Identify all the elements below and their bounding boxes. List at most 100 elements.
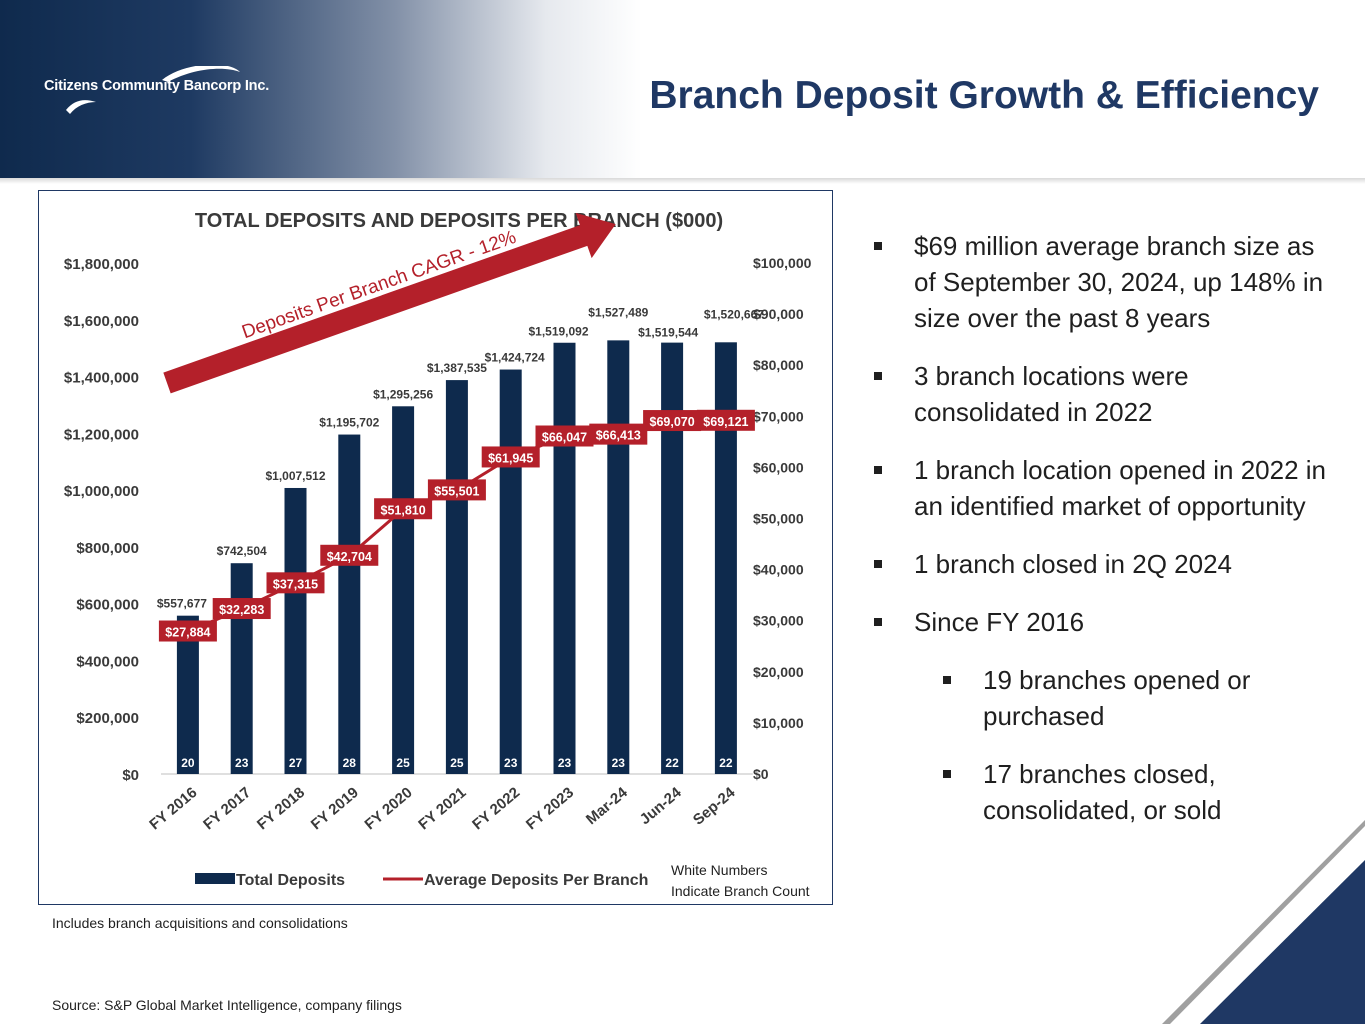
bar-value-label: $557,677	[157, 597, 207, 611]
bullet-text: 19 branches opened or purchased	[983, 665, 1251, 731]
line-value-label-box	[427, 479, 486, 501]
chart-note-line1: White Numbers	[671, 862, 767, 878]
source-note: Source: S&P Global Market Intelligence, …	[52, 997, 402, 1013]
header-shadow	[0, 178, 1365, 184]
bullet-square-icon	[874, 242, 882, 250]
left-axis-tick-label: $600,000	[76, 597, 139, 614]
line-value-label: $66,047	[542, 430, 587, 444]
left-axis-tick-label: $1,200,000	[64, 426, 139, 443]
right-axis-tick-label: $40,000	[753, 562, 804, 578]
bar-value-label: $1,424,724	[485, 351, 545, 365]
bar-total-deposits	[284, 487, 307, 774]
x-axis-category-label: FY 2018	[254, 784, 308, 833]
deposits-chart: TOTAL DEPOSITS AND DEPOSITS PER BRANCH (…	[64, 210, 812, 899]
branch-count-label: 22	[665, 756, 679, 770]
page-title: Branch Deposit Growth & Efficiency	[649, 74, 1319, 117]
x-axis-category-label: FY 2021	[415, 784, 469, 833]
bullet-square-icon	[874, 372, 882, 380]
line-value-label-box	[158, 620, 217, 642]
branch-count-label: 27	[289, 756, 303, 770]
line-value-label: $55,501	[434, 484, 479, 498]
bar-value-label: $1,519,092	[528, 325, 588, 339]
bullet-text: 1 branch location opened in 2022 in an i…	[914, 455, 1326, 521]
branch-count-label: 22	[719, 756, 733, 770]
company-logo: Citizens Community Bancorp Inc.	[44, 66, 304, 122]
x-axis-category-label: Sep-24	[690, 784, 739, 829]
bullet-item: 1 branch closed in 2Q 2024	[868, 546, 1328, 582]
right-axis-tick-label: $80,000	[753, 357, 804, 373]
line-value-label: $37,315	[273, 577, 318, 591]
bar-total-deposits	[338, 434, 361, 774]
bar-total-deposits	[176, 615, 199, 774]
bar-value-label: $1,195,702	[319, 416, 379, 430]
right-axis-tick-label: $50,000	[753, 511, 804, 527]
bar-total-deposits	[392, 406, 415, 774]
branch-count-label: 23	[612, 756, 626, 770]
right-axis-tick-label: $70,000	[753, 408, 804, 424]
branch-count-label: 20	[181, 756, 195, 770]
x-axis-category-label: FY 2023	[523, 784, 577, 833]
bullet-text: 3 branch locations were consolidated in …	[914, 361, 1189, 427]
line-value-label: $51,810	[381, 503, 426, 517]
left-axis-tick-label: $400,000	[76, 653, 139, 670]
left-axis-tick-label: $1,600,000	[64, 313, 139, 330]
x-axis-category-label: FY 2020	[362, 784, 416, 833]
line-value-label-box	[696, 409, 755, 431]
bar-value-label: $1,519,544	[638, 326, 698, 340]
right-axis-tick-label: $30,000	[753, 613, 804, 629]
chart-note-line2: Indicate Branch Count	[671, 883, 810, 899]
bullet-square-icon	[943, 676, 951, 684]
bullet-square-icon	[874, 466, 882, 474]
bullet-text: 17 branches closed, consolidated, or sol…	[983, 759, 1222, 825]
bar-value-label: $742,504	[217, 544, 267, 558]
bullet-square-icon	[874, 618, 882, 626]
line-value-label: $69,070	[650, 415, 695, 429]
bullet-item: Since FY 2016	[868, 604, 1328, 640]
line-value-label: $27,884	[165, 626, 210, 640]
branch-count-label: 28	[343, 756, 357, 770]
legend-swatch-total-deposits	[195, 873, 235, 884]
left-axis-tick-label: $200,000	[76, 710, 139, 727]
footnote: Includes branch acquisitions and consoli…	[52, 915, 348, 931]
right-axis-tick-label: $60,000	[753, 459, 804, 475]
bullet-item: 19 branches opened or purchased	[868, 662, 1328, 734]
left-axis-tick-label: $1,000,000	[64, 483, 139, 500]
header-band	[0, 0, 1365, 180]
cagr-arrow-shape	[163, 212, 616, 394]
branch-count-label: 25	[450, 756, 464, 770]
right-axis-tick-label: $100,000	[753, 255, 812, 271]
branch-count-label: 23	[235, 756, 249, 770]
legend-label-total-deposits: Total Deposits	[236, 872, 345, 889]
logo-swoosh-icon	[66, 66, 240, 114]
bar-total-deposits	[714, 342, 737, 774]
bar-value-label: $1,387,535	[427, 361, 487, 375]
bullet-text: 1 branch closed in 2Q 2024	[914, 549, 1232, 579]
bullet-item: 17 branches closed, consolidated, or sol…	[868, 756, 1328, 828]
chart-title: TOTAL DEPOSITS AND DEPOSITS PER BRANCH (…	[195, 210, 723, 232]
chart-panel: TOTAL DEPOSITS AND DEPOSITS PER BRANCH (…	[38, 190, 833, 905]
cagr-label: Deposits Per Branch CAGR - 12%	[239, 227, 519, 343]
bullet-list: $69 million average branch size as of Se…	[868, 228, 1328, 850]
bullet-square-icon	[874, 560, 882, 568]
line-value-label-box	[481, 446, 540, 468]
left-axis-tick-label: $1,800,000	[64, 256, 139, 273]
bar-value-label: $1,007,512	[265, 469, 325, 483]
line-value-label-box	[266, 572, 325, 594]
x-axis-category-label: Mar-24	[583, 784, 631, 829]
right-axis-tick-label: $20,000	[753, 664, 804, 680]
branch-count-label: 23	[504, 756, 518, 770]
x-axis-category-label: FY 2017	[200, 784, 254, 833]
corner-decoration-icon	[1162, 820, 1365, 1024]
bar-value-label: $1,527,489	[588, 305, 648, 319]
line-value-label-box	[320, 544, 379, 566]
line-value-label-box	[589, 423, 648, 445]
line-value-label: $32,283	[219, 603, 264, 617]
left-axis-tick-label: $800,000	[76, 540, 139, 557]
bullet-item: 3 branch locations were consolidated in …	[868, 358, 1328, 430]
right-axis-tick-label: $0	[753, 766, 769, 782]
left-axis-tick-label: $0	[122, 767, 139, 784]
line-value-label: $61,945	[488, 451, 533, 465]
x-axis-category-label: FY 2016	[146, 784, 200, 833]
bar-value-label: $1,295,256	[373, 387, 433, 401]
branch-count-label: 23	[558, 756, 572, 770]
